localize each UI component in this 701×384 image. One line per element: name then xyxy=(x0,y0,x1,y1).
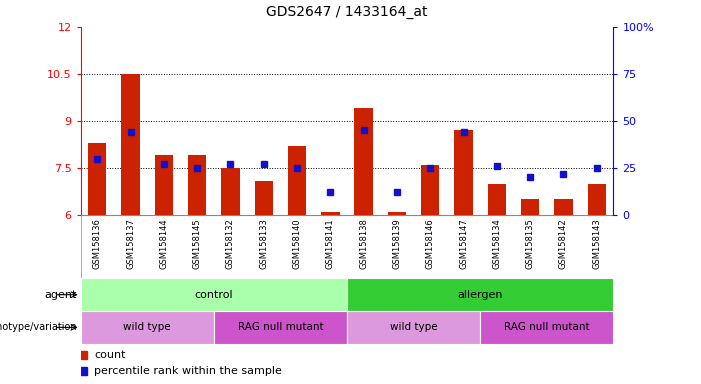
Bar xyxy=(347,311,480,344)
Bar xyxy=(488,184,506,215)
Text: GSM158147: GSM158147 xyxy=(459,218,468,269)
Bar xyxy=(321,212,339,215)
Bar xyxy=(88,143,107,215)
Text: GSM158142: GSM158142 xyxy=(559,218,568,269)
Text: count: count xyxy=(94,349,125,360)
Bar xyxy=(288,146,306,215)
Text: GSM158132: GSM158132 xyxy=(226,218,235,269)
Bar xyxy=(388,212,406,215)
Text: GSM158135: GSM158135 xyxy=(526,218,535,269)
Text: genotype/variation: genotype/variation xyxy=(0,322,77,333)
Bar xyxy=(81,278,347,311)
Text: GSM158141: GSM158141 xyxy=(326,218,335,269)
Text: percentile rank within the sample: percentile rank within the sample xyxy=(94,366,282,376)
Bar xyxy=(222,168,240,215)
Bar xyxy=(454,131,472,215)
Text: GSM158140: GSM158140 xyxy=(292,218,301,269)
Text: GSM158145: GSM158145 xyxy=(193,218,202,269)
Text: control: control xyxy=(194,290,233,300)
Text: allergen: allergen xyxy=(458,290,503,300)
Bar xyxy=(587,184,606,215)
Bar xyxy=(155,156,173,215)
Bar xyxy=(254,180,273,215)
Bar xyxy=(480,311,613,344)
Text: wild type: wild type xyxy=(123,322,171,333)
Bar xyxy=(81,311,214,344)
Text: RAG null mutant: RAG null mutant xyxy=(504,322,590,333)
Bar xyxy=(188,156,206,215)
Bar xyxy=(355,108,373,215)
Bar xyxy=(421,165,440,215)
Text: GSM158144: GSM158144 xyxy=(159,218,168,269)
Bar xyxy=(347,278,613,311)
Text: agent: agent xyxy=(45,290,77,300)
Text: RAG null mutant: RAG null mutant xyxy=(238,322,323,333)
Text: GSM158139: GSM158139 xyxy=(393,218,402,269)
Text: GSM158133: GSM158133 xyxy=(259,218,268,269)
Text: GSM158134: GSM158134 xyxy=(492,218,501,269)
Bar xyxy=(554,199,573,215)
Text: GSM158136: GSM158136 xyxy=(93,218,102,269)
Text: GSM158143: GSM158143 xyxy=(592,218,601,269)
Text: GDS2647 / 1433164_at: GDS2647 / 1433164_at xyxy=(266,5,428,19)
Bar xyxy=(121,74,139,215)
Text: GSM158137: GSM158137 xyxy=(126,218,135,269)
Bar xyxy=(521,199,539,215)
Text: wild type: wild type xyxy=(390,322,437,333)
Text: GSM158146: GSM158146 xyxy=(426,218,435,269)
Bar xyxy=(214,311,347,344)
Text: GSM158138: GSM158138 xyxy=(359,218,368,269)
